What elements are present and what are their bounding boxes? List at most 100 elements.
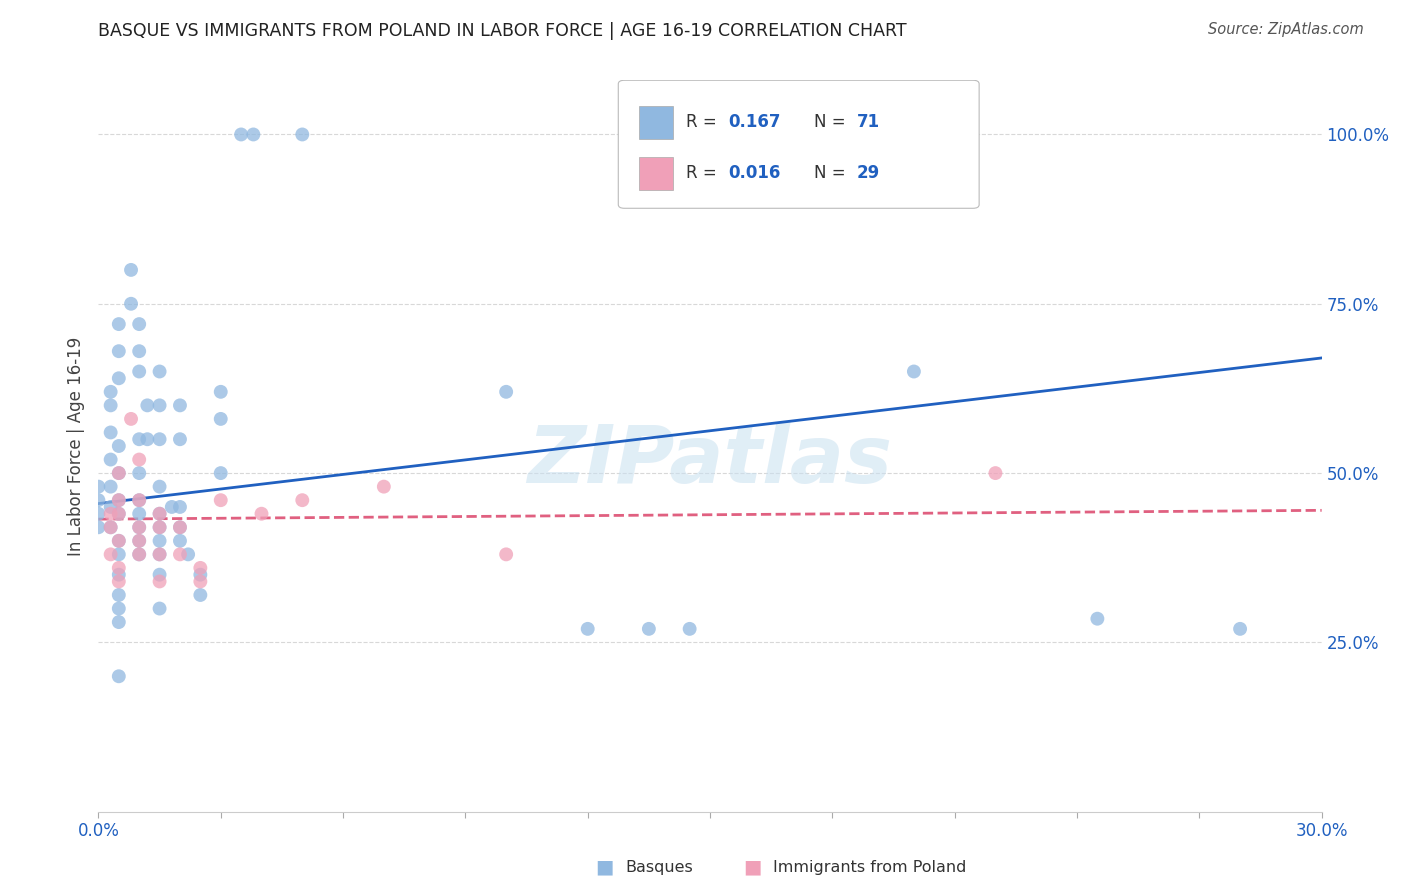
Point: [108, 561, 131, 575]
Point: [188, 574, 212, 589]
Point: [108, 574, 131, 589]
Point: [149, 507, 172, 521]
Text: ZIPatlas: ZIPatlas: [527, 422, 893, 500]
Point: [1229, 622, 1251, 636]
Point: [128, 493, 150, 508]
Point: [108, 466, 131, 480]
Point: [495, 384, 517, 399]
Text: BASQUE VS IMMIGRANTS FROM POLAND IN LABOR FORCE | AGE 16-19 CORRELATION CHART: BASQUE VS IMMIGRANTS FROM POLAND IN LABO…: [98, 22, 907, 40]
Point: [108, 507, 131, 521]
Text: Source: ZipAtlas.com: Source: ZipAtlas.com: [1208, 22, 1364, 37]
Point: [108, 493, 131, 508]
Point: [108, 507, 131, 521]
Point: [128, 432, 150, 446]
Point: [984, 466, 1007, 480]
Point: [108, 615, 131, 629]
Point: [108, 533, 131, 548]
Text: N =: N =: [814, 113, 851, 131]
Point: [87, 480, 110, 494]
Point: [177, 547, 200, 561]
Point: [108, 669, 131, 683]
Text: 0.167: 0.167: [728, 113, 780, 131]
Point: [108, 317, 131, 331]
Text: N =: N =: [814, 164, 851, 182]
Point: [149, 432, 172, 446]
Point: [108, 547, 131, 561]
Point: [108, 533, 131, 548]
Point: [373, 480, 395, 494]
Point: [128, 520, 150, 534]
Point: [128, 547, 150, 561]
Text: ■: ■: [595, 857, 614, 877]
Text: Basques: Basques: [626, 860, 693, 874]
Point: [188, 561, 212, 575]
Point: [169, 500, 191, 514]
Point: [128, 344, 150, 359]
Point: [169, 432, 191, 446]
Point: [209, 466, 232, 480]
Point: [108, 371, 131, 385]
Point: [87, 520, 110, 534]
Point: [128, 520, 150, 534]
Point: [169, 547, 191, 561]
Point: [250, 507, 273, 521]
FancyBboxPatch shape: [619, 80, 979, 209]
Point: [169, 520, 191, 534]
Point: [169, 520, 191, 534]
Point: [149, 547, 172, 561]
Point: [903, 364, 925, 378]
Point: [149, 547, 172, 561]
Point: [100, 547, 122, 561]
Point: [188, 588, 212, 602]
Point: [291, 493, 314, 508]
Point: [495, 547, 517, 561]
Point: [231, 128, 253, 142]
Point: [209, 384, 232, 399]
Point: [149, 364, 172, 378]
Text: 0.016: 0.016: [728, 164, 780, 182]
Point: [128, 533, 150, 548]
Point: [149, 398, 172, 412]
Text: R =: R =: [686, 113, 721, 131]
Point: [1085, 612, 1108, 626]
Point: [108, 588, 131, 602]
Point: [108, 344, 131, 359]
Point: [149, 520, 172, 534]
Point: [209, 412, 232, 426]
Point: [128, 466, 150, 480]
Point: [128, 493, 150, 508]
FancyBboxPatch shape: [640, 157, 673, 190]
Point: [209, 493, 232, 508]
Point: [169, 398, 191, 412]
Text: ■: ■: [742, 857, 762, 877]
Point: [128, 364, 150, 378]
Point: [100, 520, 122, 534]
Point: [149, 480, 172, 494]
Point: [679, 622, 702, 636]
Point: [160, 500, 183, 514]
Point: [100, 507, 122, 521]
Point: [100, 500, 122, 514]
Text: R =: R =: [686, 164, 721, 182]
Point: [149, 567, 172, 582]
Point: [100, 520, 122, 534]
Point: [128, 452, 150, 467]
Point: [149, 574, 172, 589]
Point: [149, 507, 172, 521]
Point: [136, 398, 159, 412]
Y-axis label: In Labor Force | Age 16-19: In Labor Force | Age 16-19: [66, 336, 84, 556]
Point: [128, 533, 150, 548]
Point: [108, 601, 131, 615]
Point: [120, 412, 142, 426]
Point: [149, 601, 172, 615]
Text: 29: 29: [856, 164, 880, 182]
Text: Immigrants from Poland: Immigrants from Poland: [773, 860, 967, 874]
Point: [136, 432, 159, 446]
Point: [87, 493, 110, 508]
Point: [291, 128, 314, 142]
Point: [108, 567, 131, 582]
Point: [128, 317, 150, 331]
Text: 71: 71: [856, 113, 880, 131]
Point: [169, 533, 191, 548]
Point: [120, 297, 142, 311]
